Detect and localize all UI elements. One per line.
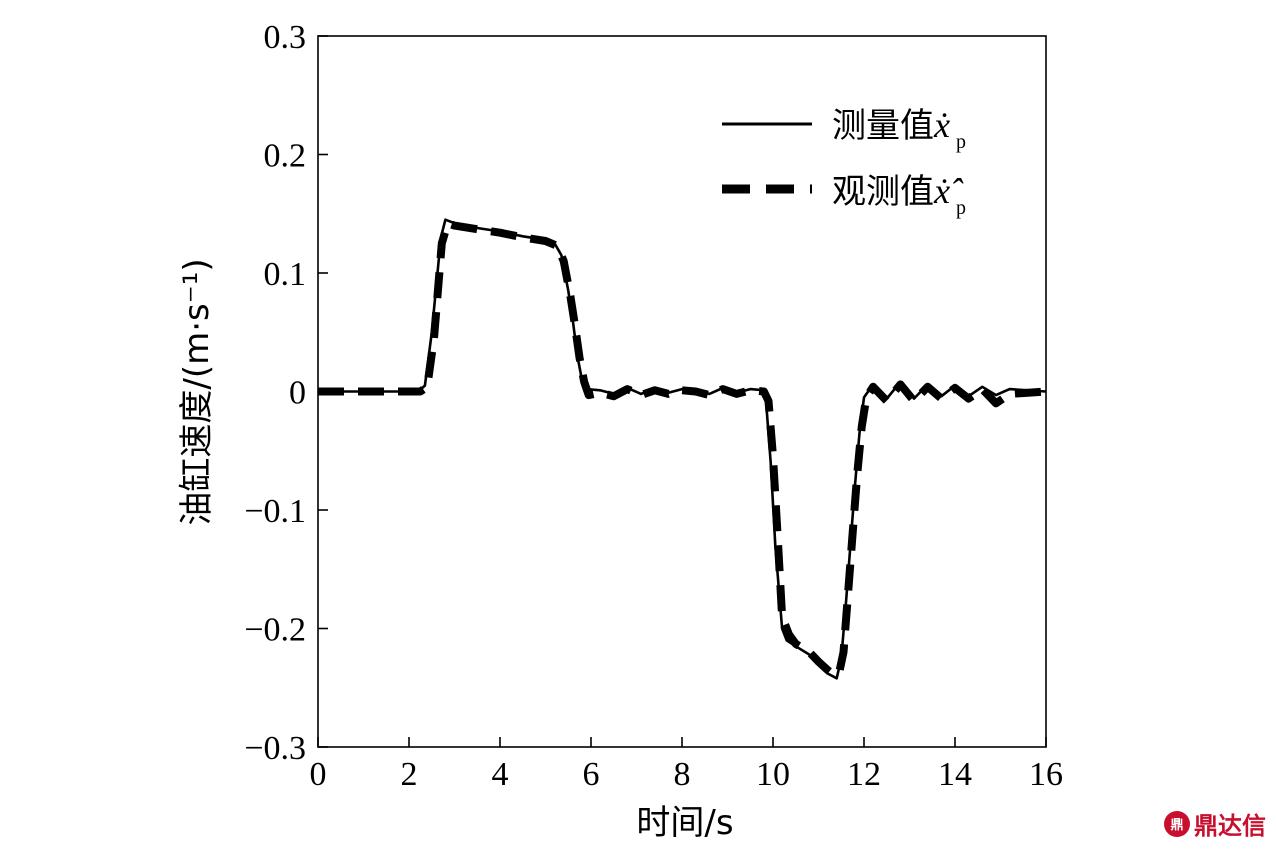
watermark-logo-icon: 鼎 xyxy=(1164,810,1190,837)
y-tick-label: 0.2 xyxy=(264,138,307,175)
series-layer xyxy=(318,218,1047,680)
y-tick-label: 0.1 xyxy=(264,256,307,293)
legend-label-measured: 测量值 xyxy=(832,106,934,146)
legend: 测量值 ẋ p 观测值 ẋ̂ p xyxy=(722,105,966,219)
watermark: 鼎 鼎达信 xyxy=(1164,806,1266,841)
legend-symbol-measured: ẋ xyxy=(933,105,950,145)
legend-subscript-observed: p xyxy=(956,197,966,219)
x-tick-label: 14 xyxy=(938,756,972,793)
x-tick-label: 8 xyxy=(674,756,691,793)
x-tick-label: 2 xyxy=(401,756,418,793)
x-axis-label: 时间/s xyxy=(636,803,733,843)
watermark-text: 鼎达信 xyxy=(1194,812,1266,840)
y-axis-label: 油缸速度/(m·s⁻¹) xyxy=(177,258,217,525)
y-tick-label: −0.2 xyxy=(244,612,306,649)
legend-subscript-measured: p xyxy=(956,131,966,153)
y-tick-label: −0.3 xyxy=(244,730,306,767)
y-tick-label: 0 xyxy=(289,375,306,412)
x-tick-label: 6 xyxy=(583,756,600,793)
plot-frame xyxy=(317,35,1047,748)
x-tick-label: 10 xyxy=(756,756,790,793)
series-measured-line xyxy=(318,218,1047,680)
y-tick-label: −0.1 xyxy=(244,493,306,530)
x-tick-label: 0 xyxy=(310,756,327,793)
series-observed-line xyxy=(318,219,1047,678)
y-tick-label: 0.3 xyxy=(264,19,307,56)
axis-ticks: 0 2 4 6 8 10 12 14 16 0.3 0.2 0.1 0 −0.1 −0.2 −0.3 xyxy=(244,19,1063,793)
x-tick-label: 4 xyxy=(492,756,509,793)
x-tick-label: 12 xyxy=(847,756,881,793)
legend-label-observed: 观测值 xyxy=(832,172,934,212)
x-tick-label: 16 xyxy=(1029,756,1063,793)
